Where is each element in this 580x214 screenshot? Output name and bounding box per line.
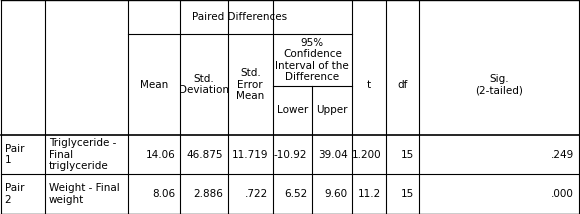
Text: Std.
Deviation: Std. Deviation bbox=[179, 74, 229, 95]
Text: Pair
1: Pair 1 bbox=[5, 144, 24, 165]
Text: Triglyceride -
Final
triglyceride: Triglyceride - Final triglyceride bbox=[49, 138, 116, 171]
Text: 15: 15 bbox=[401, 150, 414, 160]
Text: t: t bbox=[367, 80, 371, 89]
Text: .000: .000 bbox=[552, 189, 574, 199]
Text: 11.719: 11.719 bbox=[231, 150, 268, 160]
Text: .249: .249 bbox=[551, 150, 574, 160]
Text: df: df bbox=[397, 80, 407, 89]
Text: 8.06: 8.06 bbox=[152, 189, 175, 199]
Text: 9.60: 9.60 bbox=[324, 189, 347, 199]
Text: 6.52: 6.52 bbox=[284, 189, 307, 199]
Text: 95%
Confidence
Interval of the
Difference: 95% Confidence Interval of the Differenc… bbox=[276, 37, 349, 82]
Text: .722: .722 bbox=[245, 189, 268, 199]
Text: Pair
2: Pair 2 bbox=[5, 183, 24, 205]
Text: 39.04: 39.04 bbox=[318, 150, 347, 160]
Text: 2.886: 2.886 bbox=[193, 189, 223, 199]
Text: Mean: Mean bbox=[140, 80, 168, 89]
Text: Paired Differences: Paired Differences bbox=[192, 12, 288, 22]
Text: Upper: Upper bbox=[316, 105, 348, 115]
Text: 1.200: 1.200 bbox=[351, 150, 381, 160]
Text: -10.92: -10.92 bbox=[274, 150, 307, 160]
Text: Sig.
(2-tailed): Sig. (2-tailed) bbox=[475, 74, 523, 95]
Text: 14.06: 14.06 bbox=[146, 150, 175, 160]
Text: 11.2: 11.2 bbox=[358, 189, 381, 199]
Text: 46.875: 46.875 bbox=[187, 150, 223, 160]
Text: Lower: Lower bbox=[277, 105, 308, 115]
Text: Std.
Error
Mean: Std. Error Mean bbox=[236, 68, 264, 101]
Text: Weight - Final
weight: Weight - Final weight bbox=[49, 183, 119, 205]
Text: 15: 15 bbox=[401, 189, 414, 199]
